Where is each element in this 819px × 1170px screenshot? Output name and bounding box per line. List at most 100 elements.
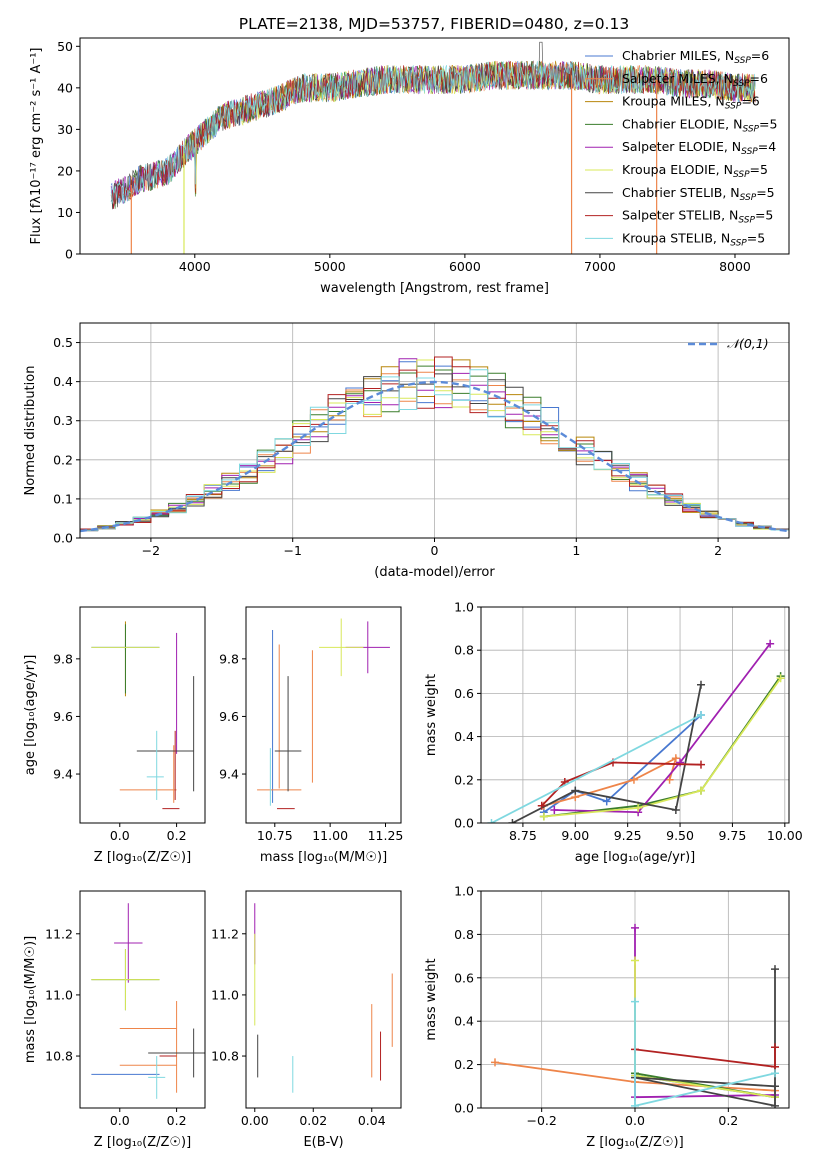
y-tick-label: 10.8 [45, 1049, 73, 1064]
y-tick-label: 0.2 [53, 452, 73, 467]
weight-series-4 [634, 927, 776, 1099]
plot-frame [79, 37, 790, 255]
legend-entry: Chabrier ELODIE, NSSP=5 [622, 116, 777, 134]
y-tick-label: 0.0 [53, 531, 73, 546]
legend-entry: Salpeter STELIB, NSSP=5 [622, 208, 773, 226]
x-tick-label: 0.2 [167, 1113, 187, 1128]
weight-point [629, 775, 638, 784]
x-tick-label: −1 [283, 543, 301, 558]
y-tick-label: 0.2 [454, 772, 474, 787]
x-tick-label: 8.75 [509, 828, 537, 843]
weight-series-6 [511, 684, 702, 823]
x-tick-label: 10.00 [767, 828, 803, 843]
weight-point [487, 819, 496, 823]
y-tick-label: 0.8 [454, 643, 474, 658]
y-tick-label: 9.4 [219, 767, 239, 782]
spectrum-series-7 [110, 60, 756, 209]
y-tick-label: 11.2 [211, 926, 239, 941]
weight-point [602, 797, 611, 806]
y-tick-label: 30 [57, 122, 73, 137]
plot-area [91, 903, 205, 1099]
y-tick-label: 0.2 [454, 1057, 474, 1072]
weight-point [771, 965, 779, 974]
legend-entry: Salpeter ELODIE, NSSP=4 [622, 139, 776, 157]
y-tick-label: 9.6 [219, 709, 239, 724]
panel-mass-vs-Z: 0.0 0.2 10.8 11.0 11.2 Z [log₁₀(Z/Z☉)] mass [l… [23, 890, 206, 1150]
plot-area [257, 618, 390, 810]
y-tick-label: 0.0 [454, 1101, 474, 1116]
panel-residuals: −2 −1 0 1 2 0.0 0.1 0.2 0.3 0.4 0.5 (data-model)/er… [23, 322, 790, 580]
x-tick-label: 9.25 [614, 828, 642, 843]
weight-point [776, 674, 785, 683]
weight-point [671, 806, 680, 815]
legend-entry: Chabrier STELIB, NSSP=5 [622, 185, 775, 203]
weight-point [631, 923, 639, 932]
weight-series-8 [491, 714, 702, 823]
panel-weight-vs-age: 8.75 9.00 9.25 9.50 9.75 10.00 0.0 0.2 0.4 0.6 0.8… [424, 600, 803, 866]
plot-frame [245, 606, 402, 824]
x-tick-label: 0 [431, 543, 439, 558]
plot-frame [79, 322, 790, 539]
weight-point [508, 819, 517, 823]
y-tick-label: 0.1 [53, 491, 73, 506]
y-tick-label: 9.4 [53, 767, 73, 782]
legend: Chabrier MILES, NSSP=6 Salpeter MILES, NS… [585, 48, 777, 248]
x-tick-label: 9.75 [719, 828, 747, 843]
y-tick-label: 10.8 [211, 1049, 239, 1064]
weight-point [571, 786, 580, 795]
x-axis-label: Z [log₁₀(Z/Z☉)] [94, 1135, 191, 1150]
x-tick-label: 11.00 [312, 828, 348, 843]
weight-point [665, 775, 674, 784]
y-tick-label: 0.4 [454, 1014, 474, 1029]
y-tick-label: 9.8 [219, 651, 239, 666]
weight-point [697, 760, 705, 769]
plot-area [491, 923, 779, 1108]
panel-weight-vs-Z: −0.2 0.0 0.2 0.0 0.2 0.4 0.6 0.8 1.0 Z [log₁₀(Z/Z… [424, 884, 790, 1150]
y-tick-label: 1.0 [454, 600, 474, 615]
y-axis-label: age [log₁₀(age/yr)] [23, 655, 38, 776]
y-tick-label: 9.8 [53, 651, 73, 666]
x-tick-label: 6000 [449, 259, 481, 274]
x-axis-label: Z [log₁₀(Z/Z☉)] [586, 1135, 683, 1150]
y-axis-label: Flux [fλ10⁻¹⁷ erg cm⁻² s⁻¹ A⁻¹] [29, 48, 44, 245]
weight-point [631, 997, 639, 1006]
panel-age-vs-mass: 10.75 11.00 11.25 9.4 9.6 9.8 mass [log₁₀(M/M☉… [219, 606, 403, 865]
x-tick-label: 9.50 [666, 828, 694, 843]
x-tick-label: 0.2 [718, 1113, 738, 1128]
plot-frame [245, 890, 402, 1109]
legend-entry: Kroupa ELODIE, NSSP=5 [622, 162, 768, 180]
x-tick-label: 9.00 [561, 828, 589, 843]
y-tick-label: 0 [65, 247, 73, 262]
x-axis-label: E(B-V) [303, 1135, 343, 1150]
y-tick-label: 0.0 [454, 816, 474, 831]
x-tick-label: 8000 [719, 259, 751, 274]
panel-mass-vs-EBV: 0.00 0.02 0.04 10.8 11.0 11.2 E(B-V) [211, 890, 402, 1150]
plot-frame [79, 890, 206, 1109]
x-axis-label: mass [log₁₀(M/M☉)] [260, 850, 387, 865]
y-tick-label: 10 [57, 205, 73, 220]
weight-point [539, 812, 548, 821]
weight-point [771, 1069, 779, 1078]
y-tick-label: 11.0 [45, 987, 73, 1002]
x-tick-label: 0.04 [358, 1113, 386, 1128]
y-tick-label: 0.4 [53, 374, 73, 389]
y-tick-label: 0.6 [454, 970, 474, 985]
weight-point [631, 956, 639, 965]
plot-area [91, 621, 195, 810]
y-axis-label: mass weight [424, 958, 439, 1040]
x-tick-label: 1 [572, 543, 580, 558]
x-tick-label: 4000 [179, 259, 211, 274]
plot-area [254, 903, 393, 1093]
y-tick-label: 0.8 [454, 927, 474, 942]
plot-frame [79, 606, 206, 824]
chart-title: PLATE=2138, MJD=53757, FIBERID=0480, z=0… [239, 15, 629, 33]
plot-area [487, 639, 785, 823]
x-tick-label: −0.2 [526, 1113, 556, 1128]
weight-series-7 [634, 1047, 776, 1068]
plot-frame [480, 606, 790, 824]
weight-series-4 [554, 643, 771, 814]
panel-age-vs-Z: 0.0 0.2 9.4 9.6 9.8 Z [log₁₀(Z/Z☉)] age [log₁₀… [23, 606, 206, 865]
y-axis-label: mass weight [424, 674, 439, 756]
weight-point [537, 801, 546, 810]
